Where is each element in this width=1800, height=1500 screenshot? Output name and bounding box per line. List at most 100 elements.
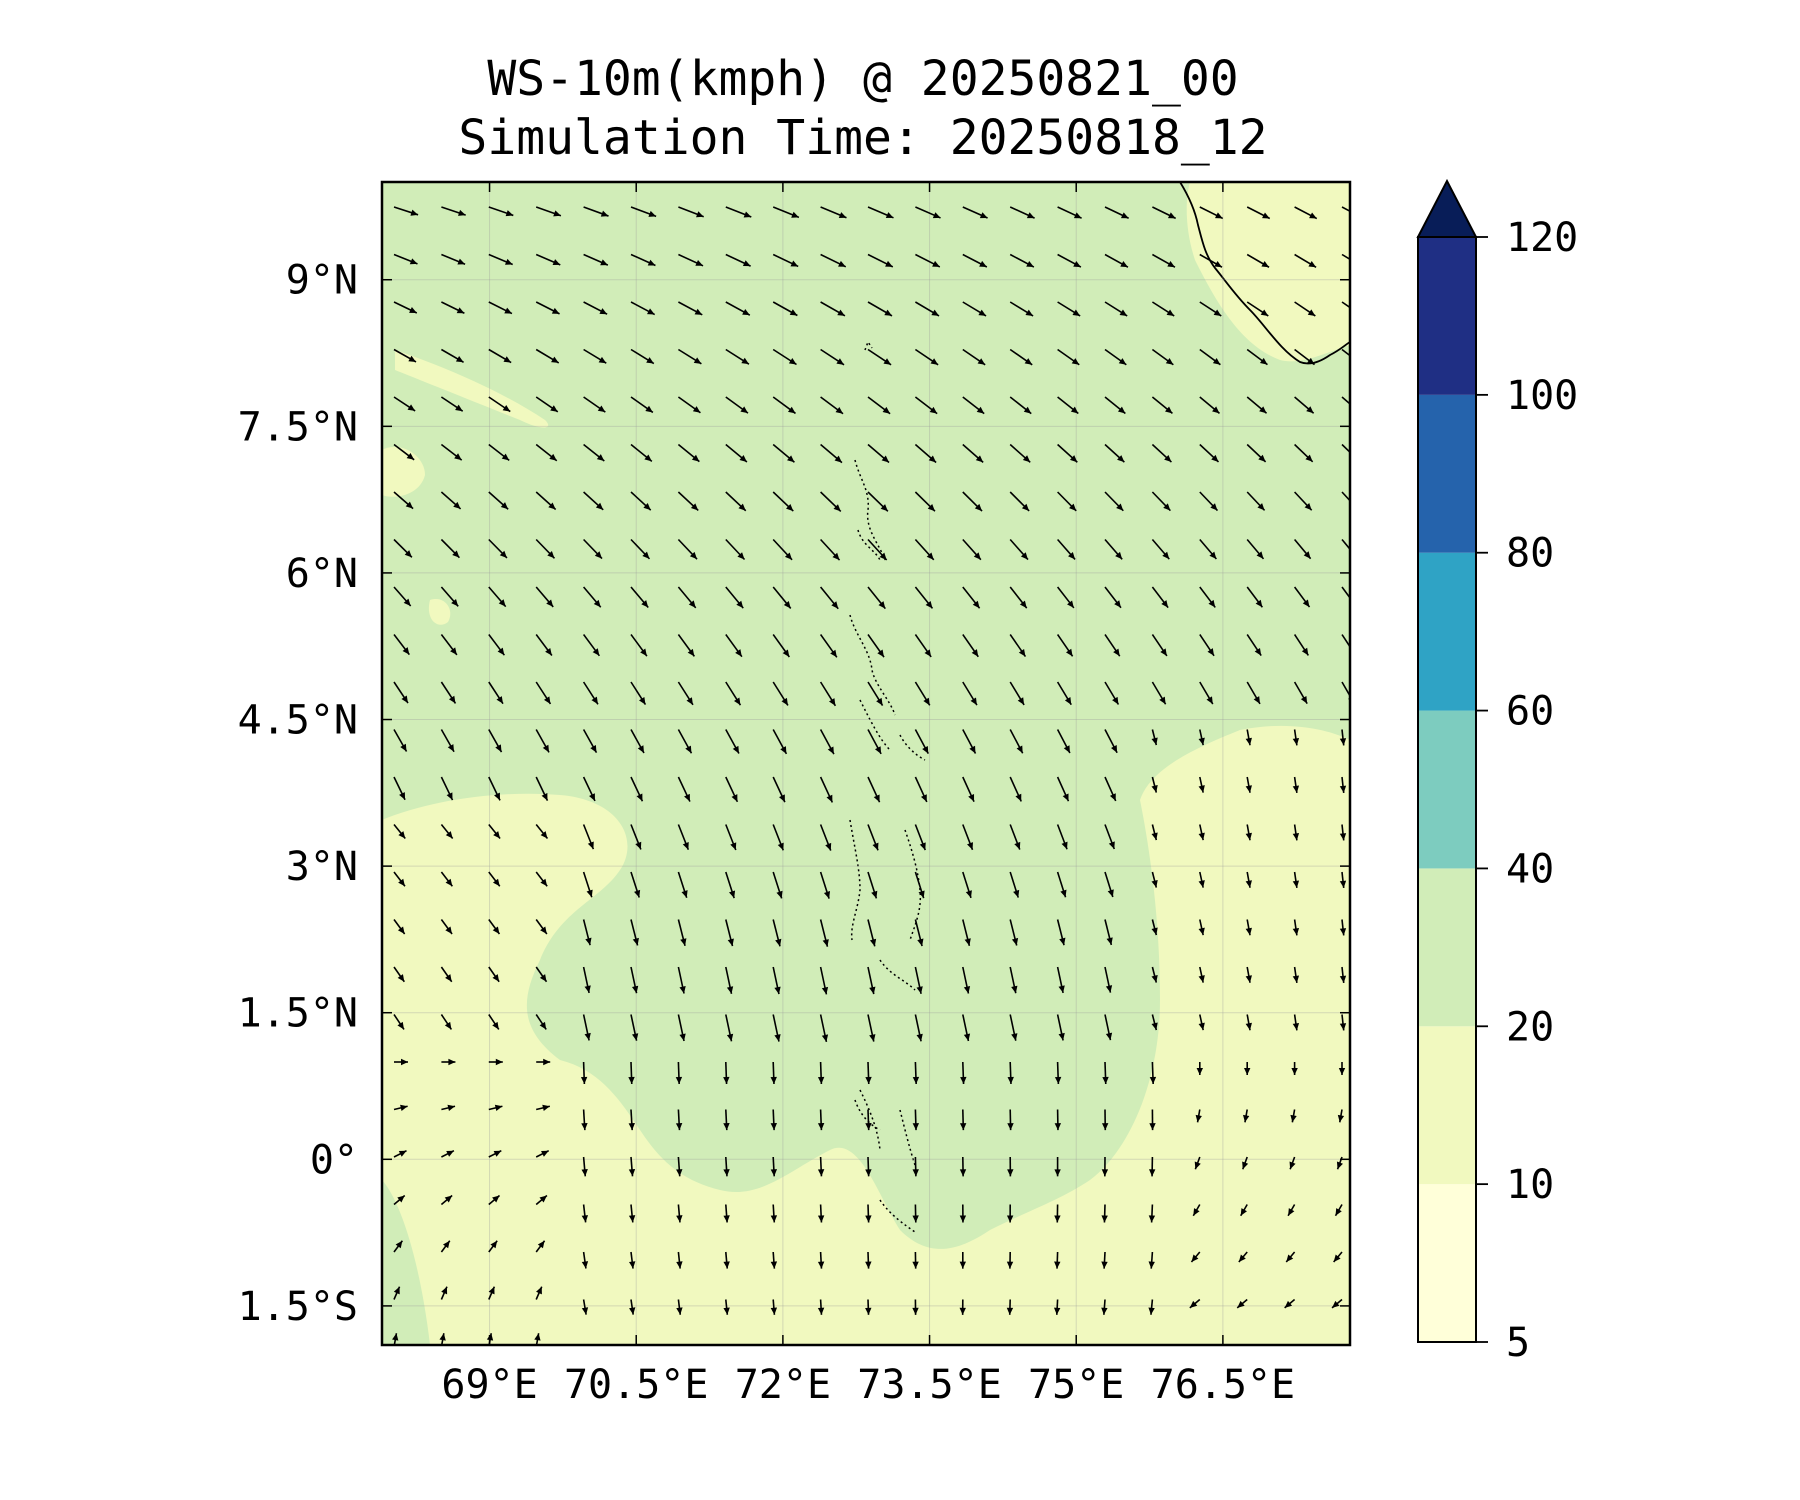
wind-vector (1339, 1014, 1347, 1031)
wind-vector (535, 586, 554, 608)
wind-vector (441, 1150, 455, 1158)
wind-vector (582, 966, 591, 994)
wind-vector (1199, 301, 1222, 317)
wind-vector (488, 348, 512, 364)
wind-vector (488, 1058, 503, 1066)
wind-vector (1101, 1251, 1108, 1269)
wind-vector (583, 301, 608, 315)
wind-vector (914, 634, 932, 658)
wind-vector (1236, 1298, 1248, 1309)
wind-vector (1009, 919, 1019, 946)
wind-vector (630, 301, 656, 316)
wind-vector (440, 491, 462, 510)
wind-vector (1009, 966, 1018, 994)
wind-vector (912, 1347, 918, 1361)
wind-vector (865, 1204, 872, 1223)
wind-vector (1198, 824, 1205, 841)
wind-vector (867, 443, 890, 464)
wind-vector (676, 1204, 683, 1223)
wind-vector (1009, 253, 1035, 268)
wind-vector (1246, 634, 1262, 657)
wind-vector (1007, 1109, 1014, 1131)
wind-vector (441, 206, 466, 216)
wind-vector (1339, 824, 1347, 841)
wind-vector (630, 396, 654, 414)
wind-vector (772, 824, 785, 851)
wind-vector (488, 253, 513, 266)
wind-vector (962, 396, 985, 415)
wind-vector (914, 681, 931, 706)
lat-tick-label: 1.5°N (238, 991, 358, 1037)
wind-vector (582, 1014, 591, 1041)
wind-vector (1151, 1014, 1158, 1031)
wind-vector (440, 1194, 453, 1206)
wind-vector (725, 776, 739, 803)
wind-vector (394, 1058, 408, 1066)
wind-vector (1148, 1156, 1156, 1177)
wind-vector (1104, 634, 1121, 657)
wind-vector (536, 1104, 551, 1111)
wind-vector (1294, 301, 1316, 317)
wind-vector (1104, 301, 1128, 317)
wind-vector (1199, 348, 1221, 366)
wind-vector (440, 871, 453, 887)
wind-vector (582, 729, 598, 754)
wind-vector (1009, 443, 1031, 463)
wind-vector (1151, 919, 1158, 936)
wind-vector (914, 919, 924, 947)
lat-tick-label: 7.5°N (238, 404, 358, 450)
wind-vector (488, 966, 500, 983)
colorbar-bin (1418, 1026, 1476, 1185)
wind-vector (1244, 1062, 1251, 1075)
wind-vector (867, 919, 877, 947)
wind-vector (630, 729, 645, 754)
wind-vector (393, 301, 418, 314)
wind-vector (725, 634, 743, 658)
map-frame (380, 180, 1352, 1347)
wind-vector (677, 538, 698, 560)
wind-vector (772, 966, 781, 995)
wind-vector (914, 396, 938, 415)
wind-vector (1292, 824, 1300, 841)
wind-vector (1189, 1347, 1200, 1354)
wind-vector (582, 1347, 588, 1361)
wind-vector (818, 1347, 824, 1361)
wind-vector (393, 1104, 408, 1111)
colorbar-bin (1418, 1184, 1476, 1342)
wind-vector (770, 1299, 778, 1315)
wind-vector (535, 443, 558, 462)
wind-vector (1009, 1014, 1018, 1041)
wind-vector (676, 1156, 683, 1177)
wind-vector (583, 443, 605, 462)
wind-vector (1009, 729, 1024, 754)
wind-vector (630, 538, 651, 560)
wind-vector (1198, 966, 1205, 983)
wind-vector (677, 1014, 686, 1042)
wind-vector (1289, 1156, 1296, 1170)
wind-vector (772, 348, 797, 366)
wind-vector (440, 681, 457, 704)
wind-vector (440, 919, 453, 935)
wind-vector (1283, 1347, 1294, 1354)
wind-vector (1199, 634, 1215, 657)
wind-vector (962, 206, 988, 219)
wind-vector (440, 1286, 448, 1300)
wind-vector (912, 1299, 919, 1315)
wind-vector (1148, 1251, 1155, 1269)
wind-vector (1294, 348, 1315, 366)
wind-vector (1246, 301, 1269, 317)
wind-vector (677, 776, 691, 802)
wind-vector (1194, 1156, 1201, 1170)
wind-vector (583, 348, 607, 364)
wind-vector (488, 396, 511, 413)
wind-vector (393, 1014, 405, 1030)
wind-vector (1199, 491, 1219, 512)
wind-speed-region-10-20 (382, 182, 1350, 1345)
wind-vector (488, 823, 501, 840)
wind-vector (770, 1109, 777, 1131)
wind-vector (535, 634, 553, 656)
colorbar-tick-label: 20 (1506, 1004, 1554, 1050)
wind-vector (772, 586, 792, 609)
wind-vector (723, 1156, 730, 1177)
wind-vector (1242, 1156, 1249, 1170)
